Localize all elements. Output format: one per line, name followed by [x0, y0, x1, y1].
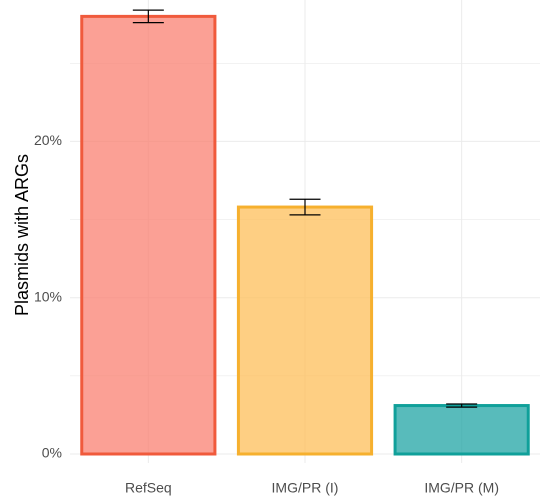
- y-tick-label: 10%: [34, 288, 62, 304]
- x-axis-ticks: RefSeq IMG/PR (I) IMG/PR (M): [125, 480, 499, 496]
- x-tick-label: IMG/PR (I): [272, 480, 339, 496]
- bars: [80, 14, 530, 456]
- y-axis-title: Plasmids with ARGs: [12, 154, 32, 316]
- error-bars: [132, 9, 478, 408]
- x-tick-label: RefSeq: [125, 480, 172, 496]
- bar-img-pr-m: [393, 404, 530, 456]
- bar-img-pr-i: [236, 205, 374, 456]
- bar-refseq: [80, 14, 217, 456]
- y-axis-ticks: 0% 10% 20%: [34, 132, 62, 461]
- x-tick-label: IMG/PR (M): [424, 480, 499, 496]
- y-tick-label: 20%: [34, 132, 62, 148]
- y-tick-label: 0%: [42, 445, 62, 461]
